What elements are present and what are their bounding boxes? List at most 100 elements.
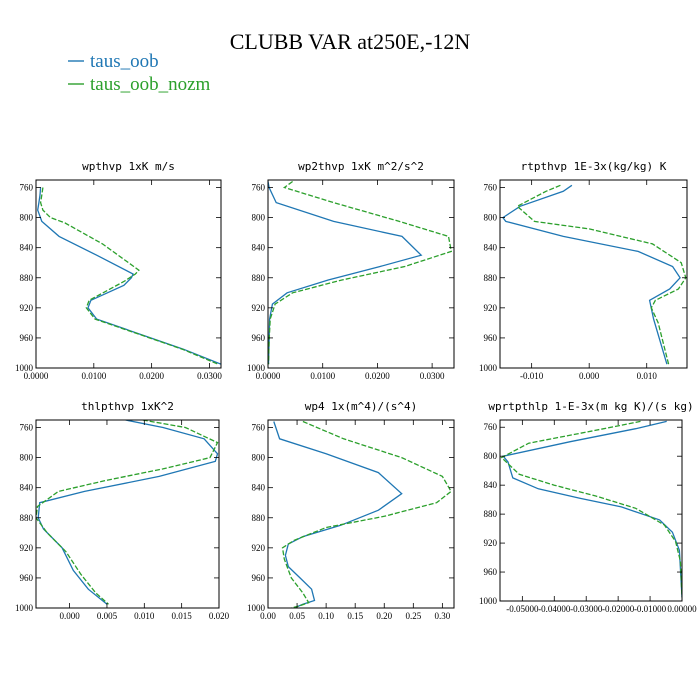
xtick-label: 0.0200 — [365, 371, 390, 381]
ytick-label: 920 — [252, 303, 266, 313]
ytick-label: 880 — [252, 273, 266, 283]
ytick-label: 800 — [484, 451, 498, 461]
series-line-thlpthvp-taus-oob — [37, 420, 219, 605]
ytick-label: 840 — [20, 243, 34, 253]
xtick-label: 0.000 — [579, 371, 600, 381]
panel-title-thlpthvp: thlpthvp 1xK^2 — [81, 400, 174, 413]
ytick-label: 880 — [484, 509, 498, 519]
xtick-label: 0.0000 — [256, 371, 281, 381]
ytick-label: 1000 — [247, 363, 266, 373]
xtick-label: -0.02000 — [602, 604, 635, 614]
series-line-wprtpthlp-taus-oob-nozm — [500, 420, 682, 598]
ytick-label: 760 — [484, 183, 498, 193]
ytick-label: 960 — [252, 333, 266, 343]
xtick-label: 0.0000 — [24, 371, 49, 381]
ytick-label: 880 — [252, 513, 266, 523]
xtick-label: 0.020 — [209, 611, 230, 621]
ytick-label: 920 — [484, 538, 498, 548]
ytick-label: 1000 — [247, 603, 266, 613]
xtick-label: 0.000 — [59, 611, 80, 621]
plot-frame-wp4 — [267, 419, 455, 609]
xtick-label: 0.010 — [134, 611, 155, 621]
series-line-wpthvp-taus-oob — [37, 187, 221, 365]
xtick-label: -0.03000 — [570, 604, 603, 614]
ytick-label: 1000 — [479, 363, 498, 373]
xtick-label: -0.01000 — [634, 604, 667, 614]
panel-title-wprtpthlp: wprtpthlp 1-E-3x(m kg K)/(s kg) — [488, 400, 693, 413]
xtick-label: 0.0100 — [310, 371, 335, 381]
ytick-label: 840 — [252, 483, 266, 493]
series-line-wprtpthlp-taus-oob — [502, 420, 682, 598]
ytick-label: 800 — [20, 213, 34, 223]
ytick-label: 960 — [252, 573, 266, 583]
ytick-label: 840 — [484, 243, 498, 253]
panel-wprtpthlp: wprtpthlp 1-E-3x(m kg K)/(s kg) 760 800 840… — [479, 400, 697, 614]
ytick-label: 920 — [20, 543, 34, 553]
ytick-label: 960 — [20, 573, 34, 583]
xtick-label: 0.0300 — [197, 371, 222, 381]
xtick-label: 0.0200 — [139, 371, 164, 381]
ytick-label: 880 — [484, 273, 498, 283]
plot-frame-rtpthvp — [499, 179, 688, 369]
panel-wp4: wp4 1x(m^4)/(s^4) 760 800 840 880 920 960 1000 0… — [247, 400, 455, 621]
legend-label-taus-oob: taus_oob — [90, 51, 159, 72]
xtick-label: -0.010 — [520, 371, 544, 381]
series-line-rtpthvp-taus-oob-nozm — [516, 184, 687, 365]
panel-title-wp2thvp: wp2thvp 1xK m^2/s^2 — [298, 160, 424, 173]
panel-rtpthvp: rtpthvp 1E-3x(kg/kg) K 760 800 840 880 920 960… — [479, 160, 688, 381]
ytick-label: 800 — [20, 453, 34, 463]
ytick-label: 960 — [484, 567, 498, 577]
xtick-label: 0.005 — [97, 611, 118, 621]
figure-title: CLUBB VAR at250E,-12N — [230, 29, 471, 54]
ytick-label: 1000 — [15, 363, 34, 373]
ytick-label: 760 — [252, 183, 266, 193]
ytick-label: 760 — [252, 423, 266, 433]
xtick-label: 0.25 — [405, 611, 421, 621]
ytick-label: 960 — [484, 333, 498, 343]
ytick-label: 840 — [484, 480, 498, 490]
xtick-label: 0.0100 — [81, 371, 106, 381]
xtick-label: 0.10 — [318, 611, 334, 621]
ytick-label: 760 — [20, 423, 34, 433]
ytick-label: 960 — [20, 333, 34, 343]
ytick-label: 840 — [252, 243, 266, 253]
series-line-wp2thvp-taus-oob-nozm — [268, 180, 453, 365]
ytick-label: 760 — [484, 422, 498, 432]
ytick-label: 920 — [252, 543, 266, 553]
plot-frame-wpthvp — [35, 179, 222, 369]
legend: taus_oob taus_oob_nozm — [68, 51, 211, 95]
xtick-label: 0.05 — [289, 611, 305, 621]
panels: wpthvp 1xK m/s76080084088092096010000.00… — [15, 160, 697, 621]
ytick-label: 840 — [20, 483, 34, 493]
xtick-label: 0.010 — [637, 371, 658, 381]
xtick-label: 0.0300 — [420, 371, 445, 381]
xtick-label: -0.05000 — [506, 604, 539, 614]
ytick-label: 800 — [252, 453, 266, 463]
ytick-label: 800 — [484, 213, 498, 223]
legend-label-taus-oob-nozm: taus_oob_nozm — [90, 74, 211, 95]
panel-wp2thvp: wp2thvp 1xK m^2/s^2 760 800 840 880 920 960 100… — [247, 160, 455, 381]
plot-frame-wp2thvp — [267, 179, 455, 369]
ytick-label: 880 — [20, 513, 34, 523]
xtick-label: 0.15 — [347, 611, 363, 621]
xtick-label: 0.00000 — [667, 604, 697, 614]
panel-thlpthvp: thlpthvp 1xK^2 760 800 840 880 920 960 1000 0.00… — [15, 400, 230, 621]
xtick-label: 0.20 — [376, 611, 392, 621]
xtick-label: -0.04000 — [538, 604, 571, 614]
panel-title-wp4: wp4 1x(m^4)/(s^4) — [305, 400, 418, 413]
xtick-label: 0.30 — [435, 611, 451, 621]
ytick-label: 1000 — [479, 596, 498, 606]
panel-title-wpthvp: wpthvp 1xK m/s — [82, 160, 175, 173]
panel-wpthvp: wpthvp 1xK m/s 760 800 840 880 920 960 10000.00… — [15, 160, 222, 381]
series-line-rtpthvp-taus-oob — [501, 184, 681, 365]
ytick-label: 920 — [484, 303, 498, 313]
series-line-wp4-taus-oob-nozm — [281, 420, 452, 608]
series-line-wp2thvp-taus-oob — [268, 181, 423, 365]
plot-frame-thlpthvp — [35, 419, 220, 609]
series-line-wpthvp-taus-oob-nozm — [39, 187, 219, 365]
series-line-thlpthvp-taus-oob-nozm — [36, 420, 219, 605]
ytick-label: 760 — [20, 183, 34, 193]
ytick-label: 800 — [252, 213, 266, 223]
ytick-label: 920 — [20, 303, 34, 313]
